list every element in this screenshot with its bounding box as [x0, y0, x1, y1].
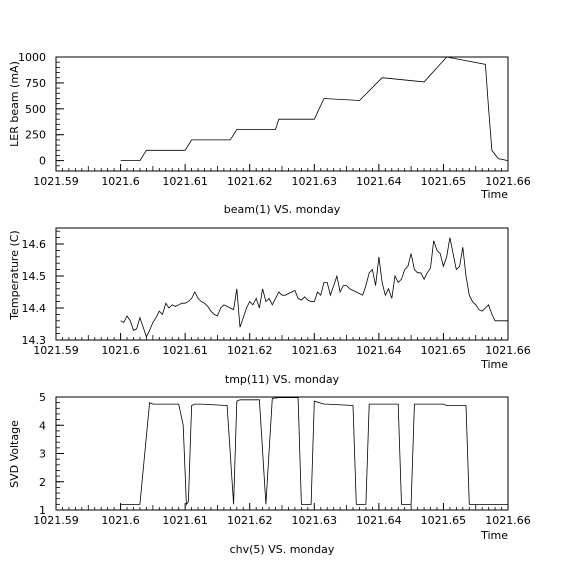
x-tick-label: 1021.64 — [356, 344, 402, 357]
x-tick-label: 1021.59 — [33, 344, 79, 357]
y-tick-label: 2 — [39, 476, 46, 489]
x-tick-label: 1021.61 — [162, 175, 208, 188]
x-tick-label: 1021.64 — [356, 175, 402, 188]
x-tick-label: 1021.6 — [101, 175, 140, 188]
y-tick-label: 14.5 — [22, 270, 47, 283]
x-tick-label: 1021.64 — [356, 514, 402, 527]
y-tick-label: 500 — [25, 103, 46, 116]
y-tick-label: 4 — [39, 419, 46, 432]
chart-panel-beam: LER beam (mA) Time beam(1) VS. monday 10… — [8, 51, 531, 216]
plot-frame — [55, 227, 509, 341]
plot-frame — [55, 396, 509, 511]
x-ticks: 1021.59 1021.6 1021.61 1021.62 1021.63 1021.6… — [33, 503, 531, 527]
x-tick-label: 1021.65 — [421, 514, 467, 527]
x-tick-label: 1021.65 — [421, 175, 467, 188]
y-tick-label: 14.4 — [22, 302, 47, 315]
series-line-beam — [120, 56, 509, 162]
y-tick-label: 14.3 — [22, 334, 47, 347]
x-tick-label: 1021.62 — [227, 175, 273, 188]
y-tick-label: 14.6 — [22, 238, 47, 251]
chart-caption: chv(5) VS. monday — [230, 543, 335, 556]
x-ticks: 1021.59 1021.6 1021.61 1021.62 1021.63 1021.6… — [33, 333, 531, 357]
series-line-temperature — [120, 237, 508, 338]
x-ticks: 1021.59 1021.6 1021.61 1021.62 1021.63 1021.6… — [33, 164, 531, 188]
x-axis-title: Time — [480, 529, 508, 542]
x-axis-title: Time — [480, 358, 508, 371]
x-tick-label: 1021.66 — [485, 175, 531, 188]
y-axis-title: Temperature (C) — [8, 230, 21, 320]
x-tick-label: 1021.62 — [227, 514, 273, 527]
x-tick-label: 1021.63 — [292, 344, 338, 357]
y-tick-label: 1000 — [18, 51, 46, 64]
x-tick-label: 1021.66 — [485, 514, 531, 527]
x-tick-label: 1021.66 — [485, 344, 531, 357]
y-tick-label: 3 — [39, 448, 46, 461]
y-tick-label: 1 — [39, 504, 46, 517]
x-tick-label: 1021.61 — [162, 344, 208, 357]
x-axis-title: Time — [480, 188, 508, 201]
x-tick-label: 1021.59 — [33, 514, 79, 527]
x-tick-label: 1021.62 — [227, 344, 273, 357]
chart-caption: beam(1) VS. monday — [224, 203, 341, 216]
y-ticks: 1 2 3 4 5 — [39, 391, 64, 517]
series-line-voltage — [120, 397, 508, 506]
chart-caption: tmp(11) VS. monday — [225, 373, 340, 386]
x-tick-label: 1021.65 — [421, 344, 467, 357]
x-tick-label: 1021.59 — [33, 175, 79, 188]
y-ticks: 14.3 14.4 14.5 14.6 — [22, 230, 64, 347]
y-axis-title: LER beam (mA) — [8, 61, 21, 147]
y-tick-label: 750 — [25, 77, 46, 90]
y-tick-label: 250 — [25, 129, 46, 142]
x-tick-label: 1021.6 — [101, 514, 140, 527]
y-tick-label: 0 — [39, 155, 46, 168]
y-ticks: 0 250 500 750 1000 — [18, 51, 64, 172]
x-tick-label: 1021.6 — [101, 344, 140, 357]
y-tick-label: 5 — [39, 391, 46, 404]
x-tick-label: 1021.63 — [292, 514, 338, 527]
chart-panel-temperature: Temperature (C) Time tmp(11) VS. monday … — [8, 227, 531, 386]
chart-panel-voltage: SVD Voltage Time chv(5) VS. monday 1021.… — [8, 391, 531, 556]
y-axis-title: SVD Voltage — [8, 420, 21, 488]
x-tick-label: 1021.63 — [292, 175, 338, 188]
x-tick-label: 1021.61 — [162, 514, 208, 527]
plot-frame — [55, 56, 509, 172]
